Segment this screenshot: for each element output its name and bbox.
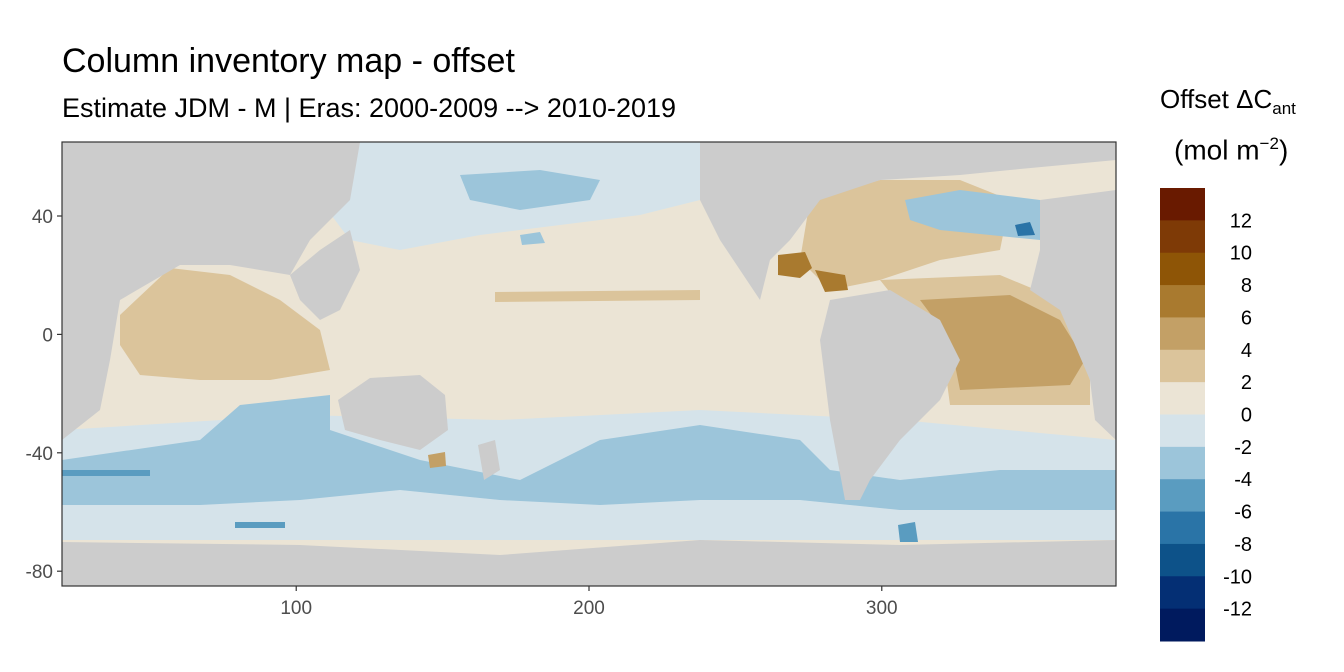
x-tick-label: 100 [280,598,312,619]
tropical-atlantic-6to8 [920,295,1085,390]
legend-swatch [1160,608,1205,642]
x-tick-label: 300 [866,598,898,619]
map-panel [62,142,1116,586]
legend-label: -8 [1234,534,1252,556]
y-tick-label: 0 [42,325,53,346]
southern-ocean-patch-2 [235,522,285,528]
legend-swatch [1160,511,1205,545]
legend-swatch [1160,220,1205,254]
legend-unit: (mol m−2) [1174,134,1289,166]
legend-label: 6 [1241,307,1252,329]
legend-swatch [1160,188,1205,221]
land-antarctica [62,540,1116,586]
legend-label: -12 [1223,599,1252,621]
y-tick-label: -80 [26,562,53,583]
gulf-of-mexico [778,252,812,278]
y-tick-label: -40 [26,444,53,465]
legend-swatch [1160,414,1205,448]
tropical-pacific-stripe [495,290,700,302]
legend-labels: 12 10 8 6 4 2 0 -2 -4 -6 -8 -10 -12 [1223,210,1252,620]
land-nz [478,440,500,480]
chart-subtitle: Estimate JDM - M | Eras: 2000-2009 --> 2… [62,93,677,123]
legend-label: 12 [1230,210,1252,232]
land [62,142,1116,586]
land-south-america [820,290,960,500]
y-axis: 40 0 -40 -80 [26,207,62,583]
legend-title: Offset ΔCant [1160,84,1296,119]
land-europe-africa-east [1030,190,1116,440]
southern-ocean-patch [62,470,150,476]
x-axis: 100 200 300 [280,586,898,619]
legend-swatch [1160,349,1205,383]
legend-swatch [1160,317,1205,351]
legend-label: -2 [1234,437,1252,459]
chart-title: Column inventory map - offset [62,42,515,80]
legend-swatch [1160,382,1205,415]
caribbean [815,270,848,292]
y-tick-label: 40 [32,207,53,228]
legend-swatch [1160,285,1205,318]
north-pacific-patch-2 [520,232,545,245]
legend-swatch [1160,543,1205,577]
tasman-patch [428,452,446,468]
land-africa [62,142,360,440]
legend-label: 8 [1241,275,1252,297]
legend-label: -10 [1223,566,1252,588]
legend-swatch [1160,252,1205,286]
north-pacific-patch [460,170,600,210]
legend-label: -6 [1234,502,1252,524]
x-tick-label: 200 [573,598,605,619]
legend-label: 4 [1241,340,1252,362]
legend-swatch [1160,479,1205,513]
legend-colorbar [1160,188,1205,642]
legend-label: -4 [1234,469,1252,491]
subpolar-atlantic-dark [1015,222,1035,236]
land-north-america [700,142,1116,300]
legend-label: 10 [1230,243,1252,265]
legend-swatch [1160,446,1205,480]
land-asia [290,230,360,320]
land-australia [338,375,448,450]
indian-ocean-positive [120,268,330,380]
legend-swatch [1160,576,1205,610]
legend-label: 2 [1241,372,1252,394]
subpolar-atlantic-negative [905,190,1040,240]
legend-label: 0 [1241,405,1252,427]
weddell-patch [898,522,918,542]
